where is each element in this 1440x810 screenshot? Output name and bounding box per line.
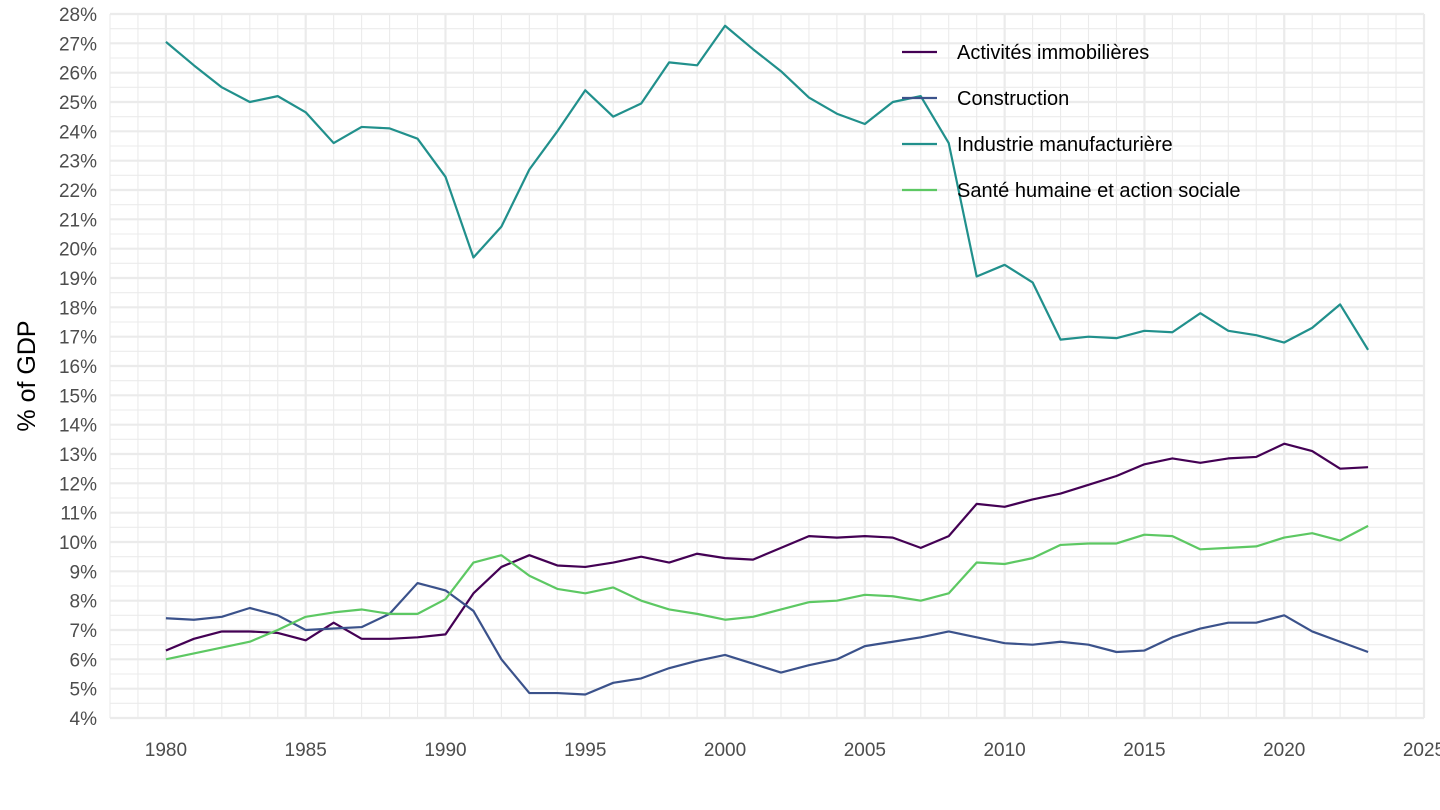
series-line-2 [165,581,1369,696]
x-tick-label: 1990 [424,740,466,761]
legend-label: Activités immobilières [957,42,1149,64]
y-tick-label: 14% [59,416,97,437]
x-tick-label: 2025 [1403,740,1440,761]
y-tick-label: 25% [59,93,97,114]
x-tick-label: 1995 [564,740,606,761]
legend-label: Construction [957,88,1069,110]
y-tick-label: 5% [70,680,98,701]
legend-item: Activités immobilières [902,42,1149,64]
y-tick-label: 21% [59,210,97,231]
major-gridlines-x [164,14,1426,718]
y-tick-label: 7% [70,621,98,642]
y-tick-label: 28% [59,5,97,26]
series-line-4 [165,524,1369,661]
y-tick-label: 8% [70,592,98,613]
y-tick-label: 16% [59,357,97,378]
legend-item: Industrie manufacturière [902,134,1173,156]
series-lines [165,24,1370,696]
x-tick-label: 2000 [704,740,746,761]
y-tick-label: 15% [59,386,97,407]
y-tick-label: 23% [59,152,97,173]
legend: Activités immobilières Construction Indust… [902,42,1241,202]
x-tick-label: 2015 [1123,740,1165,761]
series-line-3 [165,24,1370,351]
y-axis-title: % of GDP [13,320,41,431]
y-axis-tick-labels: 4% 5% 6% 7% 8% 9% 10% 11% 12% 13% 14% 15% 16% 17% 18% 1… [59,5,97,730]
y-tick-label: 9% [70,562,98,583]
y-tick-label: 24% [59,122,97,143]
y-tick-label: 17% [59,328,97,349]
x-tick-label: 2020 [1263,740,1305,761]
x-tick-label: 1980 [145,740,187,761]
legend-label: Industrie manufacturière [957,134,1173,156]
y-tick-label: 12% [59,474,97,495]
y-tick-label: 20% [59,240,97,261]
y-tick-label: 18% [59,298,97,319]
y-tick-label: 13% [59,445,97,466]
x-tick-label: 2010 [983,740,1025,761]
y-tick-label: 22% [59,181,97,202]
legend-item: Santé humaine et action sociale [902,180,1241,202]
x-tick-label: 2005 [844,740,886,761]
y-tick-label: 27% [59,34,97,55]
y-tick-label: 10% [59,533,97,554]
y-tick-label: 4% [70,709,98,730]
x-tick-label: 1985 [285,740,327,761]
legend-label: Santé humaine et action sociale [957,180,1241,202]
legend-item: Construction [902,88,1069,110]
major-gridlines-y [110,12,1424,720]
y-tick-label: 11% [60,504,97,525]
minor-gridlines-y [110,28,1424,704]
y-tick-label: 19% [59,269,97,290]
y-tick-label: 26% [59,64,97,85]
y-tick-label: 6% [70,650,98,671]
series-line-1 [165,442,1369,652]
x-axis-tick-labels: 1980 1985 1990 1995 2000 2005 2010 2015 2020 2025 [145,740,1440,761]
